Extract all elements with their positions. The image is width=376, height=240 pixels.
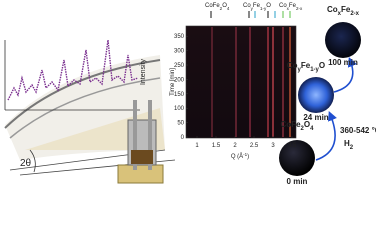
state-time: 0 min — [287, 177, 308, 186]
y-tick-label: 100 — [174, 106, 185, 112]
diffraction-setup: Intensity 2θ — [4, 39, 176, 184]
y-axis-label: Time [min] — [170, 68, 176, 96]
text-segment: y — [298, 67, 302, 73]
text-segment: Fe — [253, 3, 261, 9]
text-segment: -1 — [243, 152, 247, 157]
text-segment: 2-x — [350, 11, 359, 17]
y-tick-label: 250 — [174, 63, 185, 69]
x-axis-label: Q (Å-1) — [231, 152, 249, 161]
angle-arc — [29, 149, 36, 173]
text-segment: O — [222, 3, 227, 9]
text-segment: Fe — [289, 3, 297, 9]
text-segment: Q (Å — [231, 153, 243, 160]
base — [117, 164, 164, 184]
x-tick-label: 1 — [195, 143, 199, 149]
text-segment: Fe — [301, 61, 311, 70]
state-formula: CoxFe2-x — [327, 5, 360, 17]
sample — [131, 150, 153, 164]
legend-entry: CoxFe2-x — [279, 3, 303, 11]
text-segment: 4 — [310, 126, 314, 132]
x-tick-label: 3.5 — [288, 143, 297, 149]
text-segment: Co — [327, 5, 338, 14]
particle-2 — [325, 22, 361, 58]
text-segment: H — [344, 139, 350, 148]
text-segment: x — [287, 6, 290, 11]
y-tick-label: 350 — [174, 34, 185, 40]
particle-1 — [298, 77, 334, 113]
spectrum — [7, 39, 139, 101]
state-formula: CoyFe1-yO — [287, 61, 325, 73]
text-segment: 2 — [350, 145, 354, 151]
state-time: 100 min — [328, 58, 358, 67]
y-tick-label: 150 — [174, 92, 185, 98]
axes — [4, 40, 140, 111]
rod — [133, 100, 137, 170]
x-tick-label: 2.5 — [250, 143, 259, 149]
text-segment: Fe — [341, 5, 351, 14]
text-segment: O — [319, 61, 325, 70]
y-tick-label: 0 — [181, 135, 185, 141]
legend-entry: CoyFe1-yO — [243, 3, 271, 11]
legend-bars — [210, 11, 291, 18]
y-tick-label: 300 — [174, 49, 185, 55]
text-segment: 1-y — [310, 67, 319, 73]
text-segment: 2 — [301, 126, 305, 132]
heatmap-panel: Time [min] Q (Å-1) — [170, 11, 297, 161]
arrow — [333, 57, 357, 93]
detector-arc — [9, 77, 161, 139]
text-segment: CoFe — [205, 3, 220, 9]
figure: Intensity 2θ Time [min] Q (Å-1) — [4, 3, 376, 186]
angle-label: 2θ — [20, 158, 32, 169]
text-segment: y — [251, 6, 254, 11]
rod — [148, 100, 152, 170]
text-segment: 2-x — [296, 6, 303, 11]
legend-entry: CoFe2O4 — [205, 3, 230, 11]
text-segment: 4 — [227, 6, 230, 11]
temperature: 360-542 °C — [340, 126, 376, 135]
detector-arc — [4, 59, 161, 129]
particle-0 — [279, 140, 315, 176]
heatmap — [185, 25, 297, 139]
gas: H2 — [344, 139, 354, 151]
text-segment: CoFe — [281, 120, 302, 129]
x-tick-label: 3 — [271, 143, 275, 149]
arrow — [315, 111, 337, 161]
state-formula: CoFe2O4 — [281, 120, 315, 132]
x-tick-label: 2 — [233, 143, 237, 149]
text-segment: O — [304, 120, 310, 129]
text-segment: x — [338, 11, 342, 17]
heatmap-lines — [211, 27, 291, 137]
text-segment: Co — [279, 3, 287, 9]
text-segment: Co — [287, 61, 298, 70]
y-tick-label: 200 — [174, 77, 185, 83]
text-segment: 2 — [220, 6, 223, 11]
text-segment: ) — [247, 154, 249, 160]
y-tick-label: 50 — [177, 121, 184, 127]
x-tick-label: 1.5 — [212, 143, 221, 149]
state-time: 24 min — [303, 113, 328, 122]
intensity-label: Intensity — [140, 58, 147, 85]
text-segment: O — [266, 3, 271, 9]
text-segment: 1-y — [260, 6, 267, 11]
states: 360-542 °C H2 — [279, 22, 376, 176]
text-segment: Co — [243, 3, 251, 9]
